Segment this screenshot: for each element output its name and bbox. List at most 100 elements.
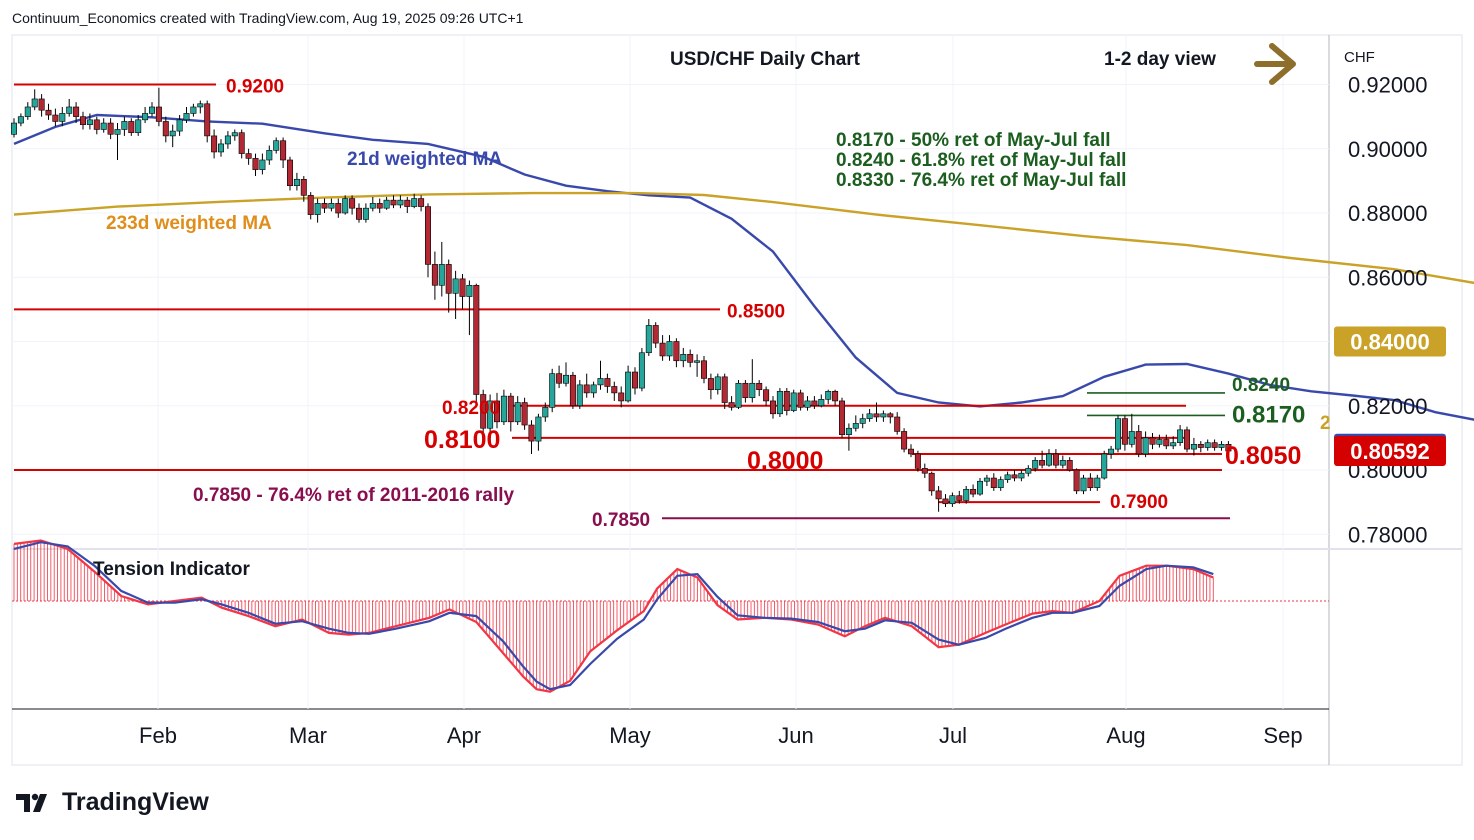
candle-body <box>562 374 569 384</box>
candle-body <box>335 203 342 214</box>
candle-body <box>169 130 176 137</box>
candle <box>983 474 990 487</box>
candle <box>907 444 914 458</box>
candle-body <box>756 382 763 390</box>
price-badge-label: 0.80592 <box>1350 439 1430 464</box>
candle-body <box>204 103 211 137</box>
candle <box>1018 470 1025 482</box>
candle-body <box>466 284 473 297</box>
candle <box>1170 436 1177 450</box>
time-tick-label: Mar <box>289 723 327 748</box>
candle-body <box>880 413 887 418</box>
candle <box>114 123 121 160</box>
candle <box>756 380 763 397</box>
candle <box>197 100 204 114</box>
candle <box>562 362 569 387</box>
candle <box>521 397 528 430</box>
level-label-0.8050: 0.8050 <box>1225 442 1301 470</box>
candle-body <box>107 122 114 135</box>
candle <box>949 492 956 507</box>
candle-body <box>307 195 314 215</box>
cut-off-label: 2 <box>1320 413 1331 434</box>
candle-body <box>625 371 632 402</box>
candle-body <box>273 140 280 151</box>
candle-body <box>17 116 24 124</box>
candle-body <box>811 400 818 407</box>
candle-body <box>66 106 73 114</box>
candle <box>818 394 825 408</box>
fib-note: 0.8170 - 50% ret of May-Jul fall <box>836 130 1111 151</box>
candle <box>604 373 611 393</box>
candle-body <box>93 119 100 130</box>
candle <box>80 111 87 130</box>
candle-body <box>445 264 452 294</box>
candle-body <box>493 400 500 423</box>
candle <box>493 392 500 429</box>
candle <box>328 198 335 212</box>
candle-body <box>197 103 204 108</box>
candle <box>190 103 197 117</box>
arrow-head <box>1269 43 1296 85</box>
candle-body <box>390 199 397 206</box>
price-badge-bg <box>1334 436 1446 467</box>
candle-body <box>1018 472 1025 479</box>
candle-body <box>983 477 990 482</box>
candle <box>149 102 156 117</box>
candle <box>176 115 183 136</box>
candle <box>845 423 852 451</box>
candle <box>687 349 694 368</box>
candle <box>128 118 135 136</box>
candle-body <box>362 207 369 220</box>
ma21-line <box>13 113 1474 421</box>
candle <box>121 116 128 136</box>
level-label-0.8000: 0.8000 <box>747 447 823 475</box>
candle <box>935 486 942 512</box>
osc-blue-line <box>13 541 1214 691</box>
candle <box>107 118 114 140</box>
candle-body <box>24 106 31 117</box>
candle <box>31 89 38 111</box>
candle-body <box>976 480 983 495</box>
candle-body <box>190 106 197 114</box>
candle-body <box>790 392 797 411</box>
candle-body <box>638 352 645 389</box>
candle-body <box>659 342 666 357</box>
candle-body <box>1190 443 1197 450</box>
price-tick-label: 0.90000 <box>1348 137 1428 162</box>
ma21-label: 21d weighted MA <box>347 149 502 170</box>
candle-body <box>149 106 156 114</box>
candle-body <box>970 488 977 495</box>
candle-body <box>355 207 362 220</box>
candle <box>335 198 342 218</box>
candle <box>728 396 735 411</box>
candle <box>970 484 977 498</box>
candle <box>218 139 225 157</box>
candle-body <box>956 495 963 501</box>
candle <box>514 396 521 426</box>
candle <box>466 280 473 336</box>
tradingview-brand[interactable]: TradingView <box>16 788 209 817</box>
candle-body <box>735 382 742 408</box>
candle <box>162 116 169 143</box>
candle <box>597 360 604 390</box>
time-tick-label: Aug <box>1106 723 1145 748</box>
candle <box>73 102 80 124</box>
candle-body <box>556 373 563 384</box>
candle <box>666 335 673 361</box>
tension-indicator-pane: Tension Indicator <box>12 539 1329 693</box>
candle <box>963 486 970 504</box>
candle <box>17 113 24 127</box>
candle-body <box>128 121 135 133</box>
candle <box>611 381 618 401</box>
price-tick-label: 0.92000 <box>1348 73 1428 98</box>
candle-body <box>293 178 300 186</box>
rally-note: 0.7850 - 76.4% ret of 2011-2016 rally <box>193 485 515 506</box>
candle <box>142 106 149 124</box>
candle <box>811 396 818 409</box>
osc-red-line <box>13 539 1214 693</box>
candle <box>252 153 259 177</box>
candle-body <box>845 427 852 435</box>
candle <box>1204 439 1211 451</box>
candle-body <box>825 390 832 400</box>
